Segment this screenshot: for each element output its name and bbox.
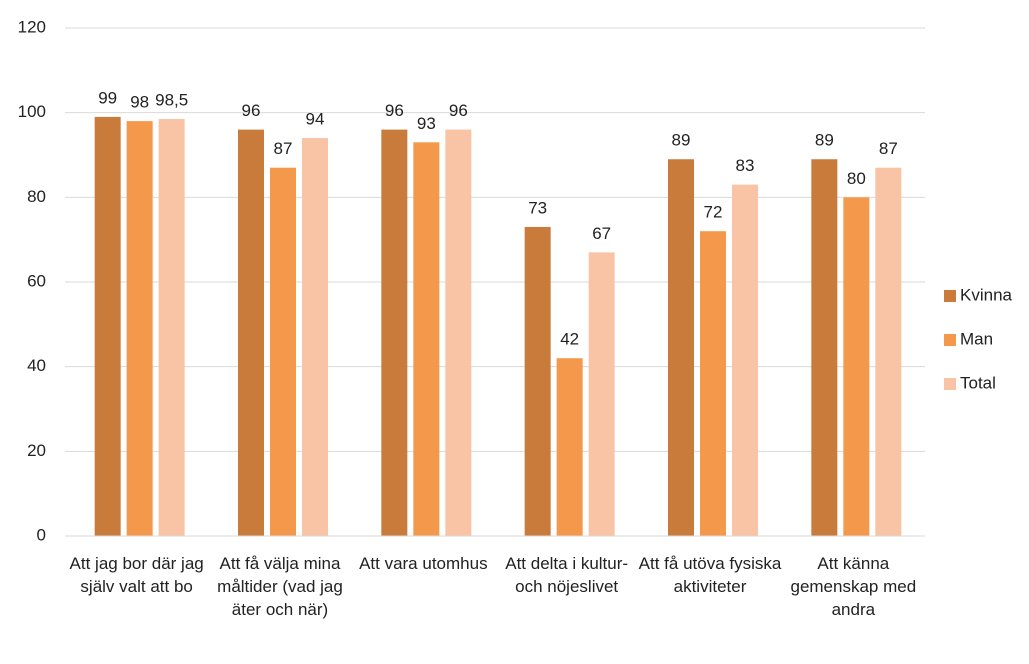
data-label: 99	[98, 88, 117, 107]
bar	[811, 159, 838, 536]
y-tick-label: 60	[27, 271, 46, 290]
y-tick-label: 40	[27, 356, 46, 375]
y-tick-label: 80	[27, 187, 46, 206]
legend-swatch	[944, 290, 956, 302]
bar	[732, 184, 758, 536]
x-tick-label: Att få välja mina måltider (vad jag äter…	[217, 554, 343, 619]
x-tick-label: Att känna gemenskap med andra	[790, 554, 917, 619]
data-label: 72	[704, 203, 723, 222]
bar	[94, 116, 121, 537]
data-label: 87	[879, 139, 898, 158]
data-label: 73	[528, 198, 547, 217]
data-label: 96	[242, 101, 261, 120]
data-label: 67	[592, 224, 611, 243]
bar	[302, 138, 328, 537]
bar	[875, 167, 902, 536]
data-label: 94	[306, 110, 325, 129]
legend-swatch	[944, 378, 956, 390]
x-tick-label: Att få utöva fysiska aktiviteter	[638, 554, 782, 596]
legend-swatch	[944, 334, 956, 346]
x-tick-label-box: Att vara utomhus	[359, 554, 488, 573]
data-label: 42	[560, 330, 579, 349]
x-tick-label-box: Att få välja mina måltider (vad jag äter…	[217, 554, 343, 619]
y-tick-label: 120	[18, 17, 46, 36]
data-label: 98,5	[155, 91, 188, 110]
bar	[700, 231, 726, 536]
bar	[126, 121, 153, 536]
bar	[445, 129, 472, 536]
bar	[238, 129, 264, 536]
y-tick-label: 0	[37, 525, 46, 544]
data-label: 96	[449, 101, 468, 120]
bar	[381, 129, 408, 536]
bar	[524, 226, 551, 536]
y-tick-label: 100	[18, 102, 46, 121]
data-label: 93	[417, 114, 436, 133]
bar	[158, 119, 185, 537]
bar	[668, 159, 694, 536]
x-tick-label: Att vara utomhus	[359, 554, 488, 573]
data-label: 96	[385, 101, 404, 120]
bar	[843, 197, 870, 537]
data-label: 87	[274, 139, 293, 158]
x-tick-label-box: Att känna gemenskap med andra	[790, 554, 917, 619]
legend-label: Man	[960, 329, 993, 348]
x-tick-label-box: Att delta i kultur- och nöjeslivet	[505, 554, 629, 596]
y-tick-label: 20	[27, 441, 46, 460]
bar	[270, 167, 296, 536]
legend-label: Total	[960, 373, 996, 392]
data-label: 98	[130, 93, 149, 112]
bar	[588, 252, 615, 536]
legend-label: Kvinna	[960, 285, 1013, 304]
bar	[413, 142, 440, 537]
x-tick-label: Att jag bor där jag själv valt att bo	[69, 554, 204, 596]
data-label: 83	[736, 156, 755, 175]
x-tick-label: Att delta i kultur- och nöjeslivet	[505, 554, 629, 596]
x-tick-label-box: Att få utöva fysiska aktiviteter	[638, 554, 782, 596]
data-label: 89	[672, 131, 691, 150]
x-tick-label-box: Att jag bor där jag själv valt att bo	[69, 554, 204, 596]
data-label: 80	[847, 169, 866, 188]
bar	[556, 358, 583, 536]
data-label: 89	[815, 131, 834, 150]
